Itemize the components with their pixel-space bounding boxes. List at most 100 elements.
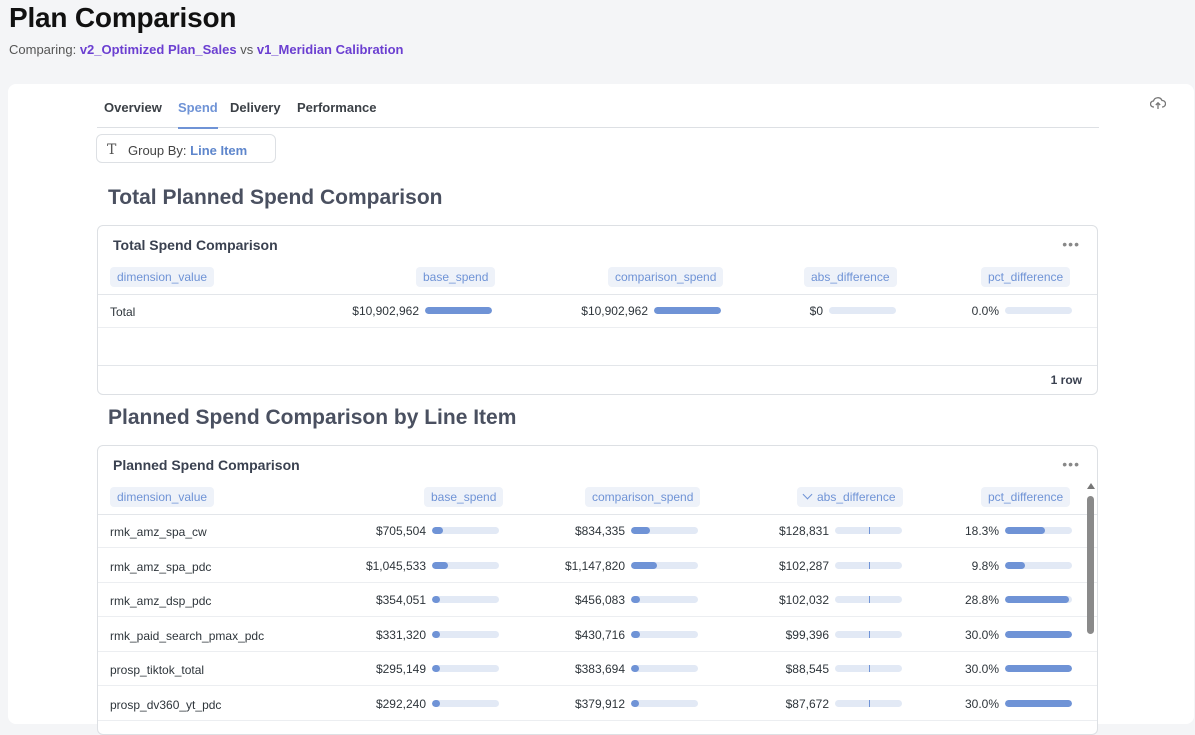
tab-performance[interactable]: Performance xyxy=(297,100,377,115)
col-header-comparison-spend[interactable]: comparison_spend xyxy=(585,487,701,507)
bar-pct-difference xyxy=(1005,596,1072,603)
plan-b-link[interactable]: v1_Meridian Calibration xyxy=(256,42,404,57)
row-count: 1 row xyxy=(1050,373,1082,387)
bar-pct-difference xyxy=(1005,699,1072,707)
cell-base-spend: $295,149 xyxy=(375,662,426,676)
cell-comparison-spend: $10,902,962 xyxy=(581,304,648,318)
cell-dimension-value: rmk_paid_search_pmax_pdc xyxy=(110,628,265,643)
cell-pct-difference: 30.0% xyxy=(964,696,999,711)
more-horizontal-icon[interactable]: ••• xyxy=(1062,236,1080,252)
table-row[interactable]: prosp_tiktok_total $295,149 $383,694 $88,54… xyxy=(98,652,1097,686)
col-header-comparison-spend[interactable]: comparison_spend xyxy=(608,267,724,287)
cell-dimension-value: rmk_amz_spa_cw xyxy=(110,525,207,539)
table-row[interactable]: rmk_amz_dsp_pdc $354,051 $456,083 $102,032 2… xyxy=(98,583,1097,617)
col-header-base-spend[interactable]: base_spend xyxy=(416,267,496,287)
bar-center-tick xyxy=(869,630,870,638)
bar-base-spend xyxy=(432,596,499,603)
bar-fill xyxy=(1005,699,1072,707)
table-row[interactable]: rmk_amz_spa_cw $705,504 $834,335 $128,831 18… xyxy=(98,514,1097,548)
bar-abs-difference xyxy=(835,561,902,569)
cell-abs-difference: $102,032 xyxy=(778,593,829,607)
section-title-line-item: Planned Spend Comparison by Line Item xyxy=(108,406,517,429)
cell-comparison-spend: $379,912 xyxy=(574,696,625,711)
bar-fill xyxy=(425,307,492,314)
cell-abs-difference: $0 xyxy=(809,304,823,318)
cell-comparison-spend: $1,147,820 xyxy=(564,558,625,573)
cell-pct-difference: 30.0% xyxy=(964,662,999,676)
cell-pct-difference: 30.0% xyxy=(964,627,999,642)
bar-fill xyxy=(432,596,440,603)
bar-fill xyxy=(631,527,650,534)
bar-pct-difference xyxy=(1005,561,1072,569)
card-title: Total Spend Comparison xyxy=(113,237,278,253)
text-type-icon: T xyxy=(107,142,117,158)
bar-fill xyxy=(631,561,657,569)
tab-bar: Overview Spend Delivery Performance xyxy=(97,96,1099,129)
bar-comparison-spend xyxy=(631,665,698,672)
line-item-spend-card: Planned Spend Comparison ••• dimension_v… xyxy=(97,445,1098,735)
col-header-pct-difference[interactable]: pct_difference xyxy=(981,487,1071,507)
bar-abs-difference xyxy=(835,665,902,672)
bar-comparison-spend xyxy=(631,596,698,603)
scroll-thumb[interactable] xyxy=(1087,496,1094,634)
bar-center-tick xyxy=(869,665,870,672)
bar-pct-difference xyxy=(1005,665,1072,672)
bar-fill xyxy=(631,665,639,672)
bar-fill xyxy=(432,527,443,534)
table-row[interactable]: Total $10,902,962 $10,902,962 $0 0.0% xyxy=(98,294,1097,328)
bar-abs-difference xyxy=(835,699,902,707)
bar-base-spend xyxy=(432,561,499,569)
plan-a-link[interactable]: v2_Optimized Plan_Sales xyxy=(79,42,237,57)
col-header-dimension[interactable]: dimension_value xyxy=(110,267,215,287)
bar-base-spend xyxy=(425,307,492,314)
col-header-dimension[interactable]: dimension_value xyxy=(110,487,215,507)
comparison-subtitle: Comparing: v2_Optimized Plan_Sales vs v1… xyxy=(9,42,404,57)
bar-fill xyxy=(1005,561,1025,569)
bar-pct-difference xyxy=(1005,307,1072,314)
table-row[interactable]: rmk_amz_spa_pdc $1,045,533 $1,147,820 $102,… xyxy=(98,549,1097,583)
more-horizontal-icon[interactable]: ••• xyxy=(1062,456,1080,472)
tab-spend[interactable]: Spend xyxy=(178,100,218,129)
cell-comparison-spend: $834,335 xyxy=(574,524,625,538)
cell-dimension-value: prosp_tiktok_total xyxy=(110,663,205,677)
cell-base-spend: $292,240 xyxy=(375,696,426,711)
cell-abs-difference: $88,545 xyxy=(785,662,829,676)
table-row[interactable]: prosp_dv360_yt_pdc $292,240 $379,912 $87,67… xyxy=(98,687,1097,721)
cell-base-spend: $331,320 xyxy=(375,627,426,642)
col-header-base-spend[interactable]: base_spend xyxy=(424,487,504,507)
bar-comparison-spend xyxy=(654,307,721,314)
bar-base-spend xyxy=(432,630,499,638)
cell-comparison-spend: $456,083 xyxy=(574,593,625,607)
cell-abs-difference: $87,672 xyxy=(785,696,829,711)
col-header-abs-difference[interactable]: abs_difference xyxy=(804,267,897,287)
section-title-total: Total Planned Spend Comparison xyxy=(108,186,443,209)
bar-fill xyxy=(432,630,440,638)
bar-comparison-spend xyxy=(631,527,698,534)
comparing-label: Comparing: xyxy=(9,42,80,57)
cell-pct-difference: 9.8% xyxy=(971,558,999,573)
cell-base-spend: $1,045,533 xyxy=(365,558,426,573)
cell-dimension-value: prosp_dv360_yt_pdc xyxy=(110,697,222,712)
total-spend-card: Total Spend Comparison ••• dimension_val… xyxy=(97,225,1098,395)
cloud-upload-icon[interactable] xyxy=(1150,96,1166,110)
bar-abs-difference xyxy=(835,596,902,603)
cell-dimension-value: rmk_amz_dsp_pdc xyxy=(110,594,212,608)
cell-base-spend: $705,504 xyxy=(375,524,426,538)
bar-fill xyxy=(1005,527,1045,534)
cell-pct-difference: 0.0% xyxy=(971,304,999,318)
bar-center-tick xyxy=(869,561,870,569)
col-header-abs-difference[interactable]: abs_difference xyxy=(797,487,903,507)
bar-fill xyxy=(631,630,640,638)
group-by-selector[interactable]: T Group By: Line Item xyxy=(96,134,276,163)
col-header-pct-difference[interactable]: pct_difference xyxy=(981,267,1071,287)
tab-delivery[interactable]: Delivery xyxy=(230,100,281,115)
bar-pct-difference xyxy=(1005,527,1072,534)
tab-overview[interactable]: Overview xyxy=(104,100,162,115)
table-scrollbar[interactable] xyxy=(1086,483,1095,723)
group-by-value: Line Item xyxy=(190,143,248,158)
scroll-up-arrow-icon[interactable] xyxy=(1087,483,1095,489)
bar-base-spend xyxy=(432,527,499,534)
table-row[interactable]: rmk_paid_search_pmax_pdc $331,320 $430,716… xyxy=(98,618,1097,652)
bar-pct-difference xyxy=(1005,630,1072,638)
card-title: Planned Spend Comparison xyxy=(113,457,300,473)
